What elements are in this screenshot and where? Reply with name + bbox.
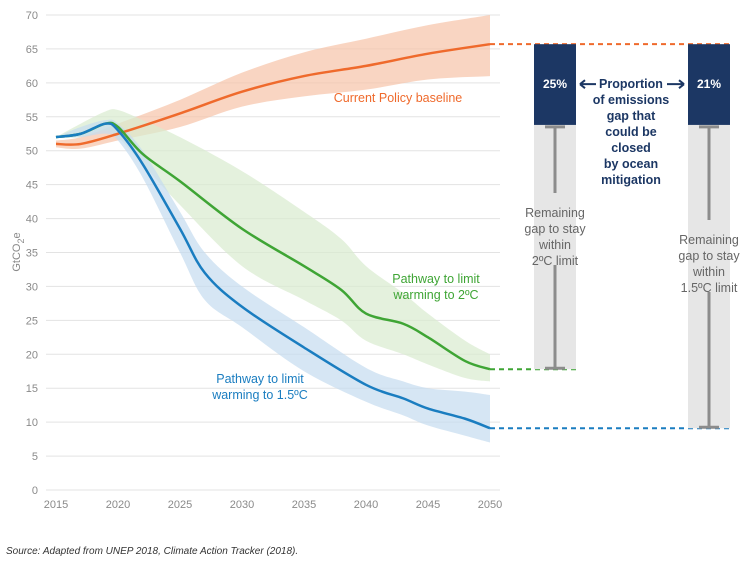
y-tick-label: 45 xyxy=(26,180,38,192)
mitigation-percent: 21% xyxy=(697,77,721,91)
mitigation-bar xyxy=(688,44,730,125)
proportion-label: Proportion xyxy=(599,77,663,91)
source-note: Source: Adapted from UNEP 2018, Climate … xyxy=(6,546,299,557)
proportion-label: mitigation xyxy=(601,173,661,187)
y-tick-label: 15 xyxy=(26,383,38,395)
series-label: Current Policy baseline xyxy=(334,91,463,105)
proportion-label: gap that xyxy=(607,109,656,123)
uncertainty-band xyxy=(56,109,490,382)
y-tick-label: 65 xyxy=(26,44,38,56)
y-tick-label: 50 xyxy=(26,146,38,158)
series-line xyxy=(55,122,491,430)
x-tick-label: 2035 xyxy=(292,499,316,511)
proportion-label: closed xyxy=(611,141,651,155)
remaining-gap-label: within xyxy=(692,265,725,279)
x-tick-label: 2015 xyxy=(44,499,68,511)
remaining-gap-label: gap to stay xyxy=(678,249,740,263)
remaining-gap-label: within xyxy=(538,238,571,252)
y-axis-label: GtCO2e xyxy=(11,232,26,271)
proportion-label: by ocean xyxy=(604,157,658,171)
proportion-label: could be xyxy=(605,125,656,139)
left-arrow-icon xyxy=(579,79,596,89)
x-tick-label: 2040 xyxy=(354,499,378,511)
x-tick-label: 2050 xyxy=(478,499,502,511)
x-tick-label: 2020 xyxy=(106,499,130,511)
y-tick-label: 40 xyxy=(26,214,38,226)
x-tick-label: 2030 xyxy=(230,499,254,511)
y-tick-label: 5 xyxy=(32,451,38,463)
x-tick-label: 2025 xyxy=(168,499,192,511)
series-label: warming to 1.5ºC xyxy=(211,388,308,402)
mitigation-bar xyxy=(534,44,576,125)
mitigation-percent: 25% xyxy=(543,77,567,91)
y-tick-label: 30 xyxy=(26,281,38,293)
remaining-gap-label: 1.5ºC limit xyxy=(681,281,738,295)
remaining-gap-label: Remaining xyxy=(679,233,739,247)
remaining-gap-label: 2ºC limit xyxy=(532,254,579,268)
remaining-gap-label: Remaining xyxy=(525,206,585,220)
series-label: Pathway to limit xyxy=(216,372,304,386)
series-label: Pathway to limit xyxy=(392,272,480,286)
y-tick-label: 55 xyxy=(26,112,38,124)
y-tick-label: 20 xyxy=(26,349,38,361)
y-tick-label: 25 xyxy=(26,315,38,327)
y-tick-label: 60 xyxy=(26,78,38,90)
x-tick-label: 2045 xyxy=(416,499,440,511)
y-tick-label: 35 xyxy=(26,248,38,260)
series-label: warming to 2ºC xyxy=(392,288,478,302)
y-tick-label: 70 xyxy=(26,10,38,22)
series-line xyxy=(55,42,491,146)
y-tick-label: 0 xyxy=(32,485,38,497)
right-arrow-icon xyxy=(667,79,685,89)
y-tick-label: 10 xyxy=(26,417,38,429)
proportion-label: of emissions xyxy=(593,93,669,107)
remaining-gap-label: gap to stay xyxy=(524,222,586,236)
